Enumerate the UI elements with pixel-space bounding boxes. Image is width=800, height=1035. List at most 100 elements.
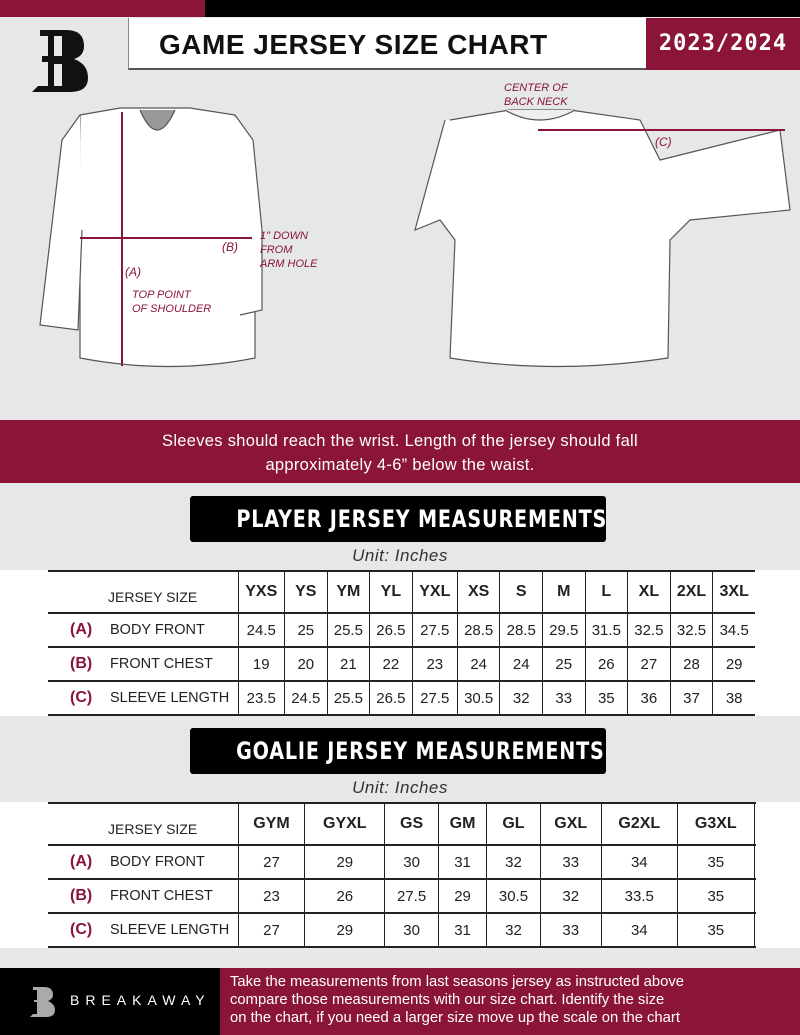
footer-instructions: Take the measurements from last seasons … xyxy=(220,968,800,1035)
size-header: M xyxy=(542,570,586,614)
top-bar-accent xyxy=(0,0,205,17)
table-cell: 34 xyxy=(600,845,678,880)
table-cell: 35 xyxy=(677,913,755,948)
table-cell: 27.5 xyxy=(411,681,458,716)
table-cell xyxy=(753,879,755,914)
table-cell: 31.5 xyxy=(584,613,628,648)
top-bar xyxy=(205,0,800,17)
table-cell: 27 xyxy=(627,647,671,682)
table-cell: 26.5 xyxy=(369,681,413,716)
header-row: JERSEY SIZE YXS YS YM YL YXL XS S M L XL 2XL 3XL xyxy=(48,570,755,614)
table-cell: 28.5 xyxy=(456,613,500,648)
size-header: XL xyxy=(627,570,671,614)
row-label: (C) SLEEVE LENGTH xyxy=(48,681,238,716)
goalie-size-table: JERSEY SIZE GYM GYXL GS GM GL GXL G2XL G3XL (A) BO… xyxy=(48,802,755,948)
size-header: S xyxy=(499,570,543,614)
table-cell: 27 xyxy=(237,913,305,948)
table-cell: 33 xyxy=(539,845,602,880)
size-header: YXL xyxy=(411,570,458,614)
table-cell: 25 xyxy=(542,647,586,682)
table-cell: 35 xyxy=(677,845,755,880)
row-label: (A) BODY FRONT xyxy=(48,845,238,880)
table-cell: 29 xyxy=(438,879,487,914)
size-header: YS xyxy=(284,570,328,614)
table-cell: 33.5 xyxy=(600,879,678,914)
table-cell: 32 xyxy=(539,879,602,914)
table-cell: 33 xyxy=(539,913,602,948)
row-label: (B) FRONT CHEST xyxy=(48,647,238,682)
table-cell: 29.5 xyxy=(542,613,586,648)
table-cell: 30.5 xyxy=(456,681,500,716)
row-key: (C) xyxy=(70,921,93,938)
label-b: (B) xyxy=(222,240,238,254)
table-cell: 20 xyxy=(284,647,328,682)
size-header: GL xyxy=(485,802,541,846)
table-cell: 35 xyxy=(584,681,628,716)
table-row: (B) FRONT CHEST 19 20 21 22 23 24 24 25 26 27 28 29 xyxy=(48,647,755,682)
table-cell: 32 xyxy=(485,913,541,948)
table-cell: 30 xyxy=(384,913,439,948)
size-header: GS xyxy=(384,802,439,846)
table-cell: 27.5 xyxy=(411,613,458,648)
size-header: GXL xyxy=(539,802,602,846)
size-header: GYM xyxy=(237,802,305,846)
size-header: YXS xyxy=(237,570,285,614)
size-header: L xyxy=(584,570,628,614)
goalie-table-bg: JERSEY SIZE GYM GYXL GS GM GL GXL G2XL G3XL (A) BO… xyxy=(0,802,800,948)
table-cell: 30 xyxy=(384,845,439,880)
row-label: (B) FRONT CHEST xyxy=(48,879,238,914)
jersey-diagram xyxy=(39,107,791,368)
goalie-title: GOALIE JERSEY MEASUREMENTS xyxy=(236,737,605,765)
table-cell: 35 xyxy=(677,879,755,914)
size-header: G2XL xyxy=(600,802,678,846)
arm-hole-label: 1" DOWN FROM ARM HOLE xyxy=(260,230,318,270)
breakaway-logo xyxy=(32,30,88,92)
sleeve-note: Sleeves should reach the wrist. Length o… xyxy=(0,420,800,483)
table-cell: 32 xyxy=(485,845,541,880)
table-cell: 23 xyxy=(237,879,305,914)
size-header: YL xyxy=(369,570,413,614)
table-cell: 32.5 xyxy=(627,613,671,648)
page-title: GAME JERSEY SIZE CHART xyxy=(159,29,548,60)
size-header: GM xyxy=(438,802,487,846)
table-cell xyxy=(753,845,755,880)
table-cell: 25.5 xyxy=(326,681,370,716)
table-cell: 25 xyxy=(284,613,328,648)
row-key: (A) xyxy=(70,853,93,870)
size-header: XS xyxy=(456,570,500,614)
table-cell: 31 xyxy=(438,913,487,948)
table-cell: 27 xyxy=(237,845,305,880)
table-cell: 28.5 xyxy=(499,613,543,648)
table-cell: 34.5 xyxy=(712,613,755,648)
table-cell: 22 xyxy=(369,647,413,682)
footer-brand: BREAKAWAY xyxy=(70,992,211,1008)
row-key: (A) xyxy=(70,621,93,638)
header-row: JERSEY SIZE GYM GYXL GS GM GL GXL G2XL G3XL xyxy=(48,802,755,846)
table-cell: 37 xyxy=(669,681,713,716)
table-cell: 33 xyxy=(542,681,586,716)
row-label: (A) BODY FRONT xyxy=(48,613,238,648)
goalie-unit: Unit: Inches xyxy=(352,778,448,797)
table-cell: 28 xyxy=(669,647,713,682)
row-key: (C) xyxy=(70,689,93,706)
table-row: (B) FRONT CHEST 23 26 27.5 29 30.5 32 33.5 35 xyxy=(48,879,755,914)
table-cell: 24 xyxy=(499,647,543,682)
table-row: (A) BODY FRONT 24.5 25 25.5 26.5 27.5 28.5 28.5 2… xyxy=(48,613,755,648)
table-cell: 38 xyxy=(712,681,755,716)
player-title: PLAYER JERSEY MEASUREMENTS xyxy=(236,505,608,533)
table-cell: 24.5 xyxy=(237,613,285,648)
table-cell: 23.5 xyxy=(237,681,285,716)
table-cell: 21 xyxy=(326,647,370,682)
table-cell: 19 xyxy=(237,647,285,682)
label-c: (C) xyxy=(655,135,672,149)
row-key: (B) xyxy=(70,887,93,904)
title-box: GAME JERSEY SIZE CHART xyxy=(128,18,646,70)
table-cell: 29 xyxy=(304,845,385,880)
table-cell xyxy=(753,913,755,948)
size-header: GYXL xyxy=(304,802,385,846)
table-cell: 36 xyxy=(627,681,671,716)
footer-logo xyxy=(30,987,55,1017)
table-row: (C) SLEEVE LENGTH 27 29 30 31 32 33 34 35 xyxy=(48,913,755,948)
row-key: (B) xyxy=(70,655,93,672)
table-cell: 31 xyxy=(438,845,487,880)
